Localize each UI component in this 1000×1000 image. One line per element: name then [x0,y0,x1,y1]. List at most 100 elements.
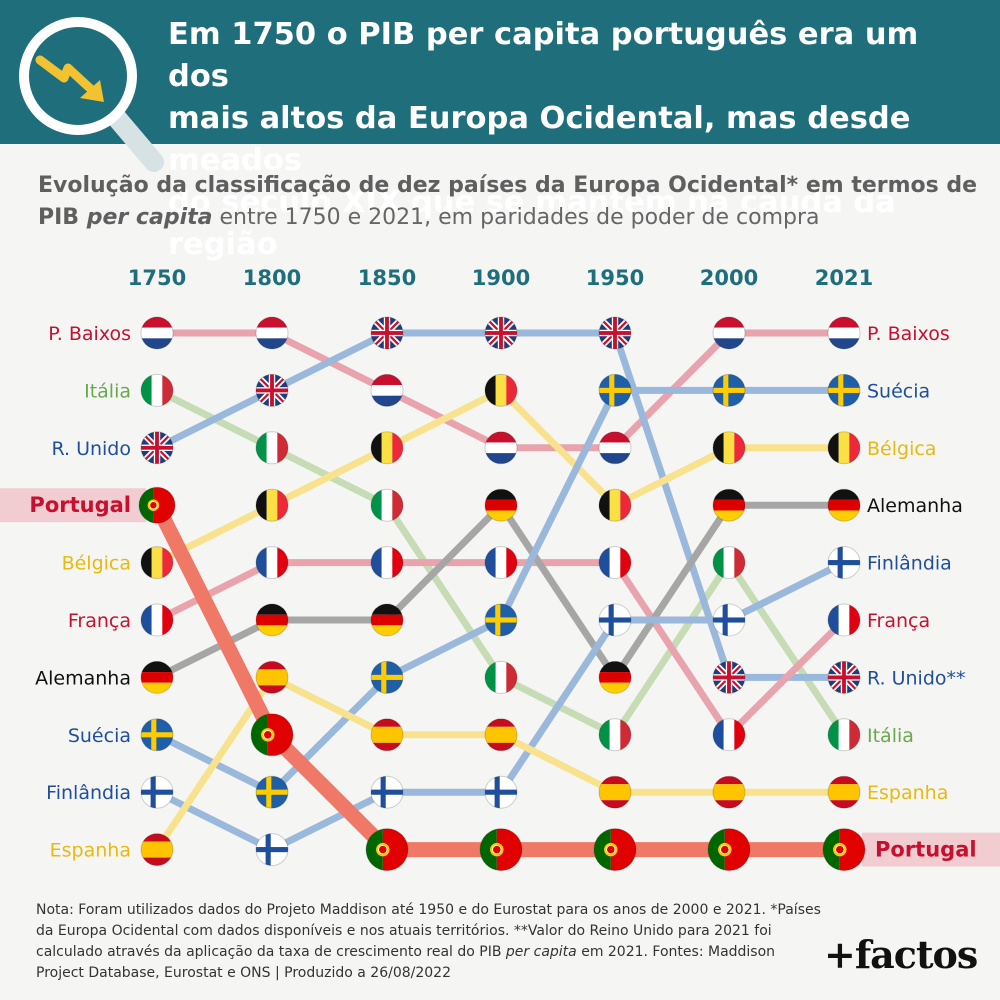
flag-pt [138,486,176,524]
year-label: 1750 [128,266,186,290]
header-banner [0,0,1000,144]
flag-fr [712,718,746,752]
flag-nl [255,316,289,350]
flag-fi [140,775,174,809]
flag-uk [598,316,632,350]
flag-se [370,660,404,694]
magnifier-declining-arrow-icon [19,17,164,172]
flag-fi [370,775,404,809]
flag-de [370,603,404,637]
flag-se [827,373,861,407]
left-label: Itália [84,380,131,402]
chart-subtitle: Evolução da classificação de dez países … [38,170,988,234]
year-label: 1900 [472,266,530,290]
flag-nl [598,431,632,465]
flag-uk [370,316,404,350]
right-label: R. Unido** [867,667,966,689]
flag-uk [484,316,518,350]
flag-nl [370,373,404,407]
flag-pt [365,828,409,872]
flag-pt [593,828,637,872]
subtitle-bold: Evolução da classificação de dez países … [38,173,978,230]
left-label: Suécia [68,725,131,747]
flag-pt [479,828,523,872]
flag-uk [712,660,746,694]
flag-it [370,488,404,522]
left-label: P. Baixos [48,323,131,345]
year-label: 2021 [815,266,873,290]
flag-de [140,660,174,694]
flag-fi [827,546,861,580]
flag-se [484,603,518,637]
series-line-be [153,386,848,567]
left-label: R. Unido [51,438,131,460]
flag-de [255,603,289,637]
flag-es [255,660,289,694]
flag-es [484,718,518,752]
right-label: Bélgica [867,438,936,460]
flag-es [712,775,746,809]
flag-pt [707,828,751,872]
flag-uk [827,660,861,694]
year-label: 1950 [586,266,644,290]
year-label: 1850 [358,266,416,290]
flag-es [598,775,632,809]
note-text-2: em 2021. Fontes: Maddison Project Databa… [36,944,776,981]
left-label: Bélgica [62,553,131,575]
footnote: Nota: Foram utilizados dados do Projeto … [36,900,826,984]
year-label: 2000 [700,266,758,290]
note-text-1: Nota: Foram utilizados dados do Projeto … [36,902,821,960]
brand-logo: +factos [824,932,978,977]
flag-it [140,373,174,407]
flag-se [255,775,289,809]
flag-de [484,488,518,522]
series-line-de [153,501,848,681]
highlight-band-left [0,488,146,523]
right-label: Espanha [867,782,948,804]
year-label: 1800 [243,266,301,290]
flag-it [484,660,518,694]
subtitle-rest: entre 1750 e 2021, em paridades de poder… [212,205,820,230]
right-label: P. Baixos [867,323,950,345]
left-label: Alemanha [35,667,131,689]
flag-fi [255,833,289,867]
flag-be [370,431,404,465]
flag-nl [484,431,518,465]
flag-it [598,718,632,752]
flag-de [827,488,861,522]
flag-be [712,431,746,465]
right-label: França [867,610,930,632]
subtitle-italic: per capita [86,205,213,230]
right-label: Itália [867,725,914,747]
flag-uk [140,431,174,465]
flag-se [598,373,632,407]
flag-be [140,546,174,580]
right-label: Suécia [867,380,930,402]
flag-fi [484,775,518,809]
flag-de [712,488,746,522]
flag-se [712,373,746,407]
flag-nl [712,316,746,350]
left-label: Espanha [50,840,131,862]
flag-be [598,488,632,522]
highlight-band-right [862,832,1000,867]
flag-it [827,718,861,752]
flag-uk [255,373,289,407]
flag-be [484,373,518,407]
flag-be [827,431,861,465]
flag-pt [822,828,866,872]
headline-line-2: mais altos da Europa Ocidental, mas desd… [168,101,911,178]
flag-se [140,718,174,752]
right-label: Portugal [875,838,977,862]
left-label: Portugal [29,493,131,517]
flag-fr [484,546,518,580]
headline: Em 1750 o PIB per capita português era u… [168,14,988,266]
flag-fi [712,603,746,637]
flag-fr [255,546,289,580]
flag-fr [598,546,632,580]
note-italic: per capita [505,944,577,960]
flag-es [140,833,174,867]
flag-nl [140,316,174,350]
flag-it [712,546,746,580]
flag-be [255,488,289,522]
